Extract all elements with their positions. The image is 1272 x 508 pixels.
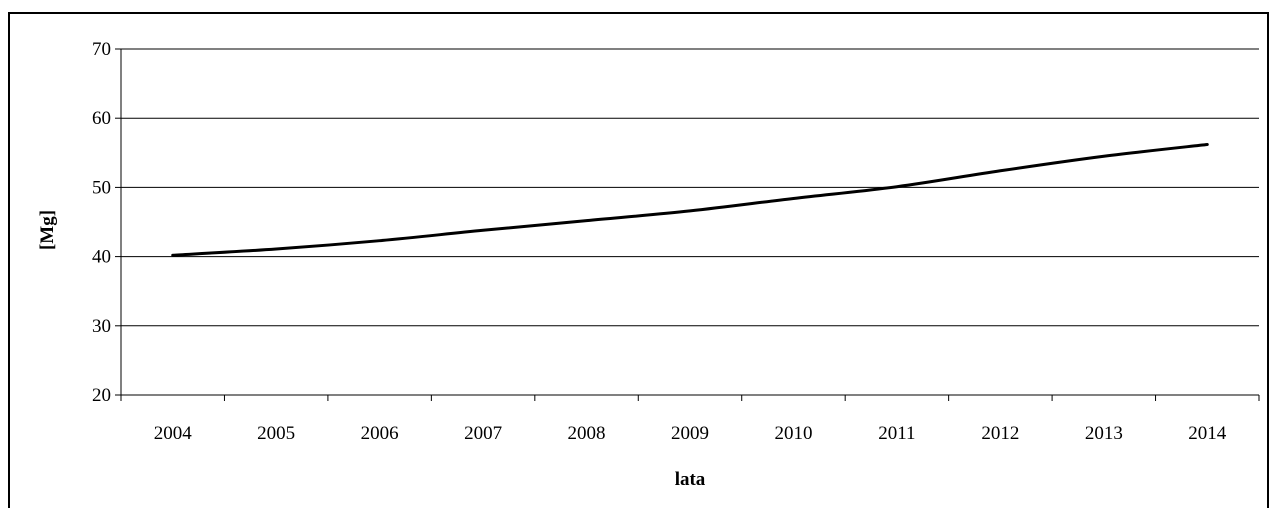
x-tick-label: 2011 — [878, 423, 915, 444]
x-tick-label: 2008 — [568, 423, 606, 444]
y-tick-label: 60 — [92, 108, 111, 129]
x-tick-label: 2007 — [464, 423, 502, 444]
y-tick-label: 40 — [92, 247, 111, 268]
x-tick-label: 2009 — [671, 423, 709, 444]
chart-frame — [8, 12, 1269, 508]
y-tick-label: 70 — [92, 39, 111, 60]
x-tick-label: 2010 — [774, 423, 812, 444]
x-tick-label: 2012 — [981, 423, 1019, 444]
y-tick-label: 50 — [92, 177, 111, 198]
x-tick-label: 2005 — [257, 423, 295, 444]
x-tick-labels: 2004 2005 2006 2007 2008 2009 2010 2011 2012 2013… — [154, 423, 1227, 444]
y-tick-label: 30 — [92, 316, 111, 337]
axes — [115, 48, 1260, 401]
x-tick-label: 2014 — [1188, 423, 1227, 444]
y-axis-title: [Mg] — [37, 210, 58, 250]
x-tick-label: 2004 — [154, 423, 193, 444]
gridlines — [121, 48, 1259, 327]
series-line-0 — [171, 142, 1209, 257]
y-tick-label: 20 — [92, 385, 111, 406]
y-tick-labels: 20 30 40 50 60 70 — [92, 39, 111, 406]
x-axis-title: lata — [675, 469, 706, 490]
x-tick-label: 2006 — [361, 423, 399, 444]
series-layer — [171, 142, 1209, 257]
x-tick-label: 2013 — [1085, 423, 1123, 444]
